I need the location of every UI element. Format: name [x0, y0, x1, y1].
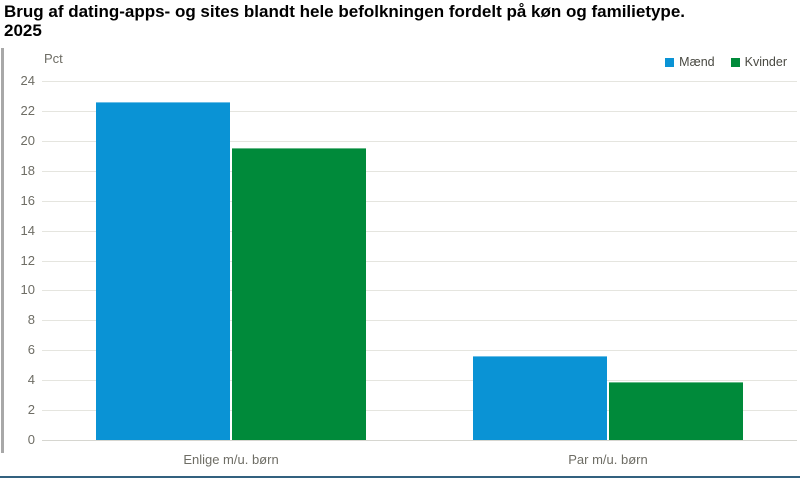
plot-area	[42, 81, 797, 441]
legend-item-kvinder[interactable]: Kvinder	[730, 55, 787, 69]
bar-maend-group1	[96, 102, 230, 440]
y-tick-label: 18	[20, 163, 35, 178]
chart-title-line1: Brug af dating-apps- og sites blandt hel…	[4, 2, 685, 21]
legend: Mænd Kvinder	[665, 55, 787, 69]
bar-kvinder-group1	[232, 148, 366, 440]
x-axis-baseline	[42, 440, 797, 441]
gridline	[42, 231, 797, 232]
legend-swatch-kvinder-icon	[730, 57, 740, 67]
gridline	[42, 320, 797, 321]
legend-label-kvinder: Kvinder	[744, 55, 787, 69]
legend-item-maend[interactable]: Mænd	[665, 55, 715, 69]
gridline	[42, 111, 797, 112]
gridline	[42, 290, 797, 291]
bar-kvinder-group2	[609, 382, 743, 440]
y-tick-label: 12	[20, 253, 35, 268]
gridline	[42, 201, 797, 202]
bottom-divider	[0, 476, 800, 478]
y-tick-label: 22	[20, 103, 35, 118]
y-tick-label: 8	[27, 312, 35, 327]
y-tick-label: 6	[27, 342, 35, 357]
gridline	[42, 380, 797, 381]
legend-label-maend: Mænd	[679, 55, 715, 69]
chart-title-line2: 2025	[4, 21, 42, 40]
y-tick-label: 24	[20, 73, 35, 88]
y-tick-label: 10	[20, 282, 35, 297]
gridline	[42, 141, 797, 142]
chart-title: Brug af dating-apps- og sites blandt hel…	[4, 2, 796, 40]
y-tick-label: 0	[27, 432, 35, 447]
gridline	[42, 261, 797, 262]
y-axis-unit-label: Pct	[44, 51, 63, 66]
gridline	[42, 410, 797, 411]
y-tick-label: 14	[20, 223, 35, 238]
y-tick-label: 4	[27, 372, 35, 387]
x-axis-label: Enlige m/u. børn	[183, 452, 279, 467]
y-tick-label: 16	[20, 193, 35, 208]
x-axis-label: Par m/u. børn	[568, 452, 648, 467]
legend-swatch-maend-icon	[665, 57, 675, 67]
gridline	[42, 81, 797, 82]
y-tick-label: 2	[27, 402, 35, 417]
y-tick-label: 20	[20, 133, 35, 148]
gridline	[42, 171, 797, 172]
bar-maend-group2	[473, 356, 607, 440]
gridline	[42, 350, 797, 351]
left-axis-rule	[1, 48, 4, 453]
